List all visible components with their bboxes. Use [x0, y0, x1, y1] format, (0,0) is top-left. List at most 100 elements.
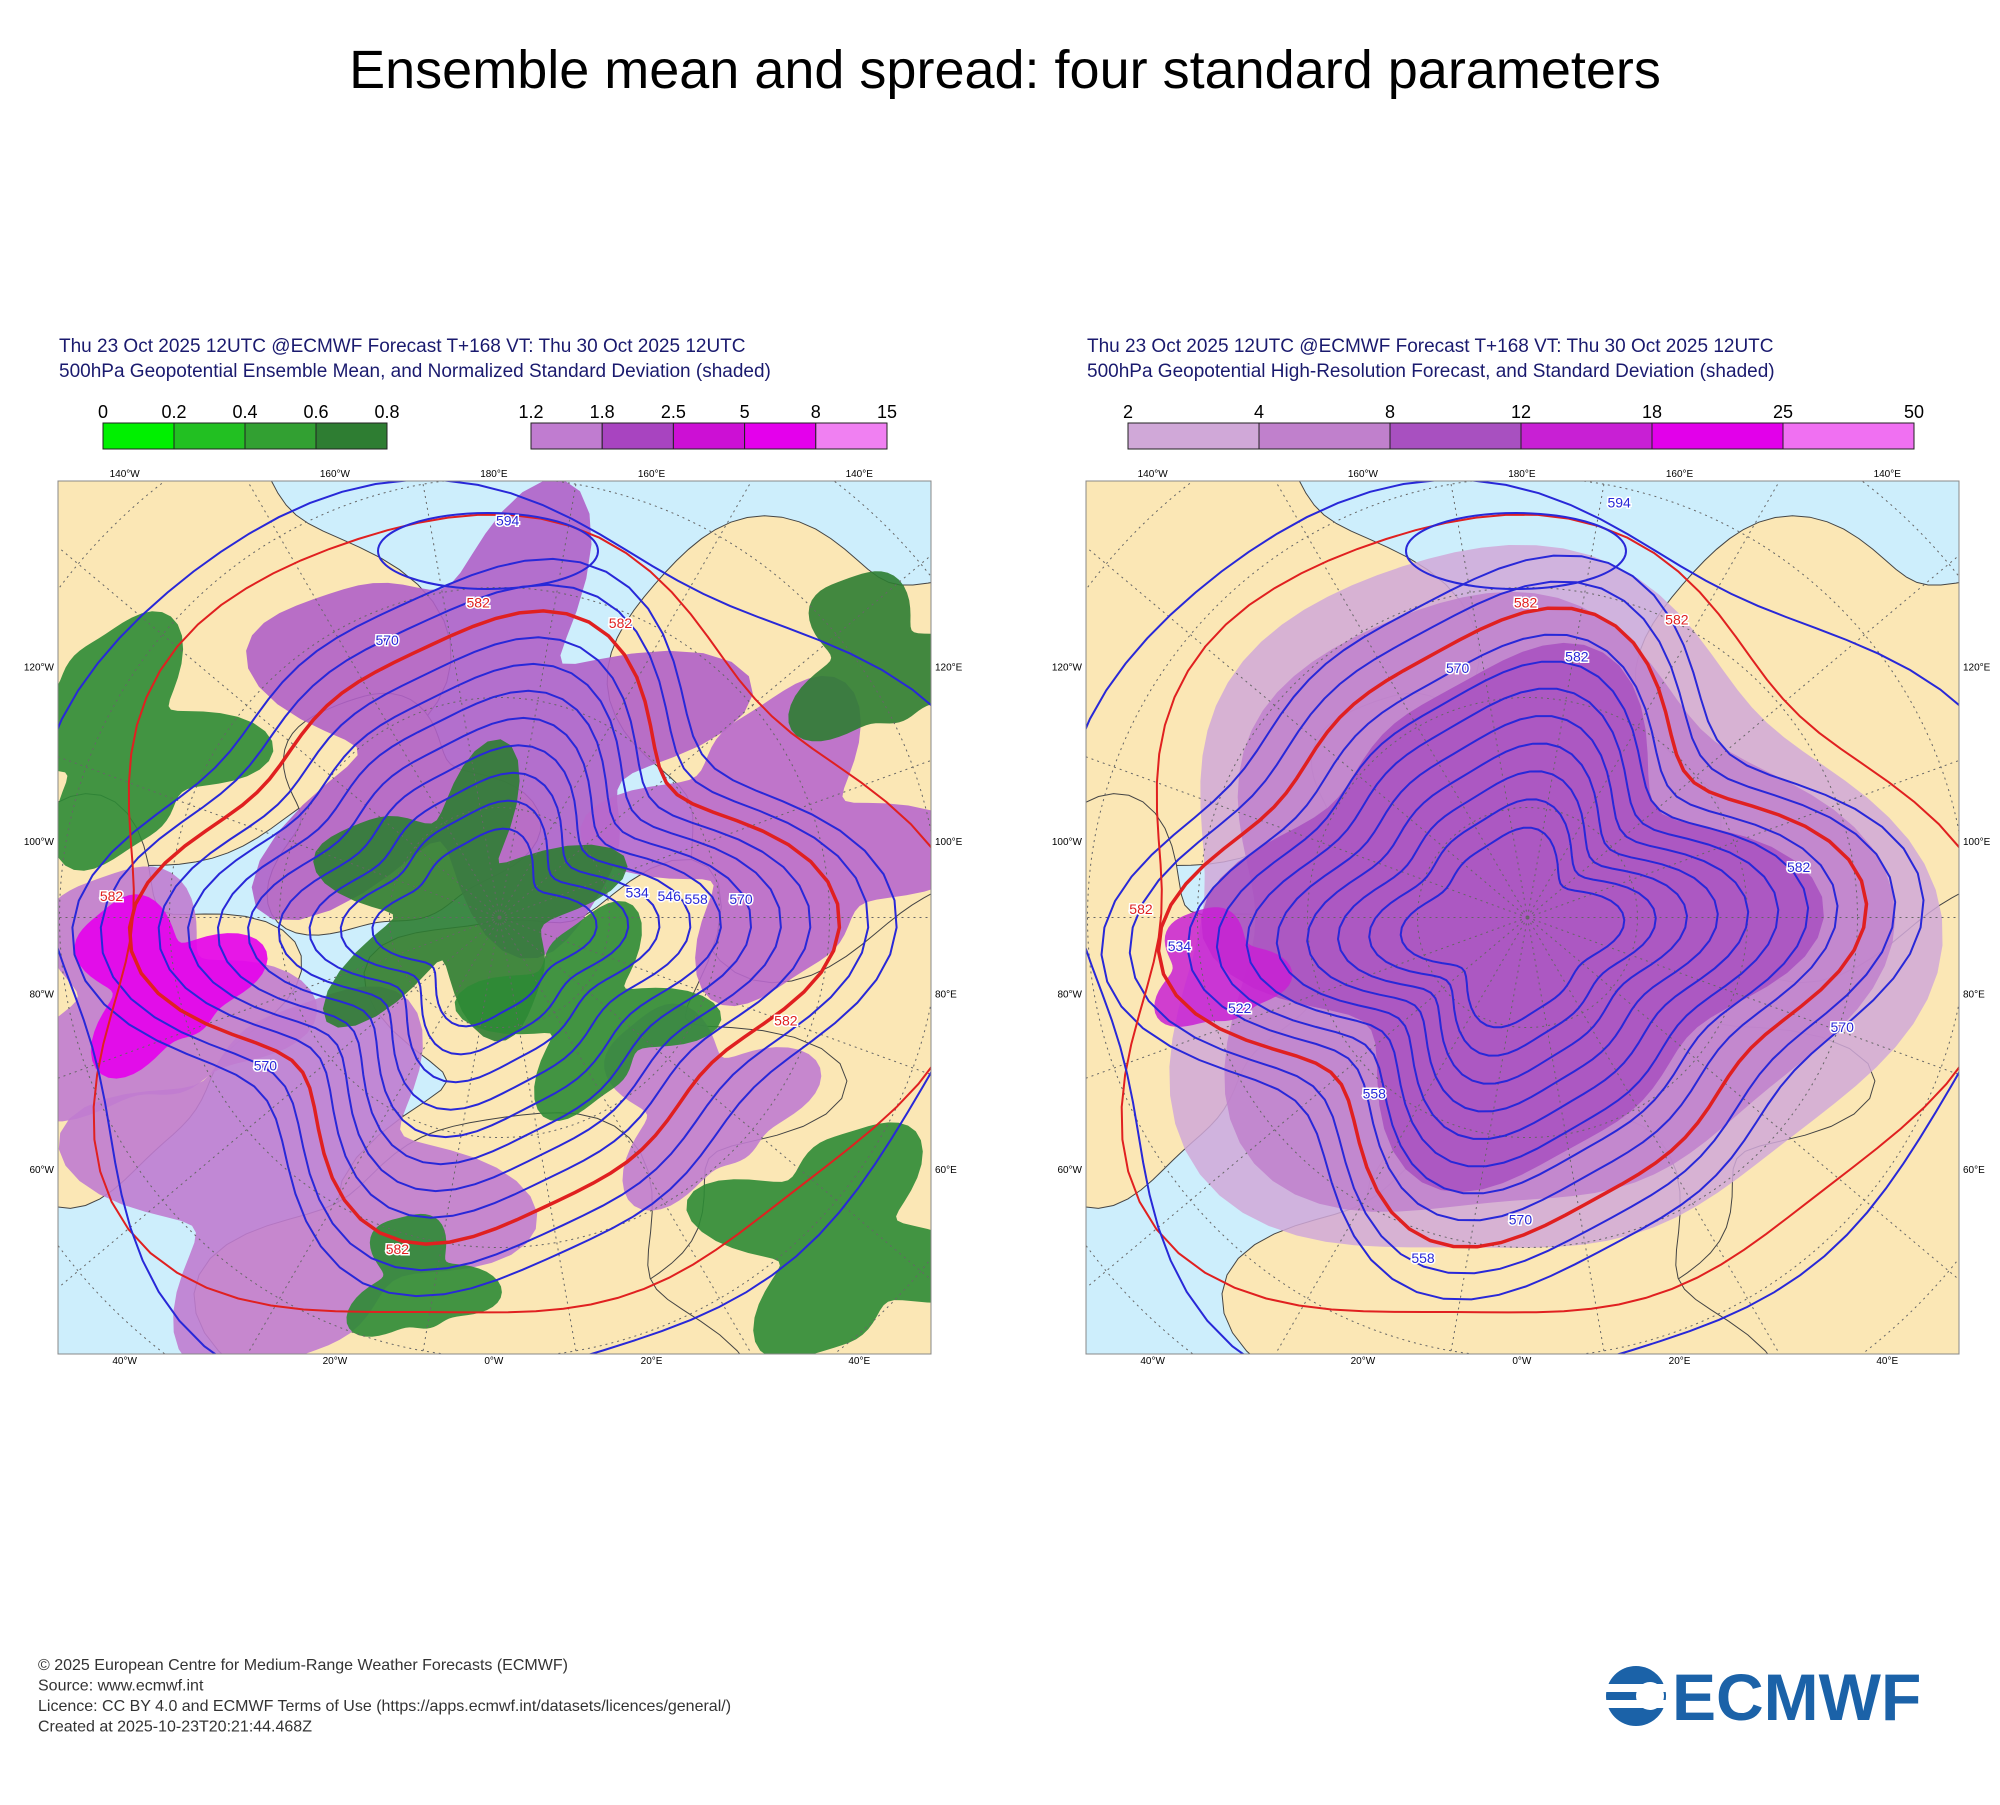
- contour-label: 570: [1446, 660, 1470, 676]
- colorbar-tick-label: 25: [1773, 402, 1793, 422]
- longitude-label: 60°E: [935, 1165, 957, 1176]
- longitude-label: 80°W: [29, 990, 54, 1001]
- contour-label: 582: [1129, 901, 1153, 917]
- logo-text: ECMWF: [1672, 1660, 1921, 1734]
- longitude-label: 40°E: [1876, 1356, 1898, 1367]
- colorbar-swatch: [1521, 423, 1652, 449]
- longitude-label: 60°W: [1057, 1165, 1082, 1176]
- contour-label: 546: [658, 888, 682, 904]
- contour-label: 582: [1565, 649, 1589, 665]
- panel-header: 500hPa Geopotential High-Resolution Fore…: [1087, 361, 1775, 382]
- longitude-label: 160°W: [320, 469, 351, 480]
- contour-label: 582: [386, 1241, 410, 1257]
- colorbar-tick-label: 18: [1642, 402, 1662, 422]
- colorbar-swatch: [531, 423, 602, 449]
- longitude-label: 80°E: [935, 990, 957, 1001]
- contour-label: 522: [1228, 1000, 1252, 1016]
- colorbar-tick-label: 4: [1254, 402, 1264, 422]
- colorbar-swatch: [745, 423, 816, 449]
- contour-label: 594: [496, 513, 520, 529]
- contour-label: 558: [1363, 1086, 1387, 1102]
- panel-header: Thu 23 Oct 2025 12UTC @ECMWF Forecast T+…: [1087, 336, 1774, 357]
- contour-label: 570: [1509, 1211, 1533, 1227]
- colorbar-tick-label: 8: [1385, 402, 1395, 422]
- contour-label: 582: [467, 595, 491, 611]
- colorbar-tick-label: 0.6: [303, 402, 328, 422]
- longitude-label: 100°E: [935, 837, 963, 848]
- colorbar-swatch: [1128, 423, 1259, 449]
- longitude-label: 80°E: [1963, 990, 1985, 1001]
- longitude-label: 120°W: [1052, 663, 1083, 674]
- colorbar-tick-label: 0.8: [374, 402, 399, 422]
- colorbar-swatch: [245, 423, 316, 449]
- contour-label: 594: [1607, 495, 1631, 511]
- longitude-label: 160°E: [1666, 469, 1694, 480]
- panel-header: 500hPa Geopotential Ensemble Mean, and N…: [59, 361, 771, 382]
- longitude-label: 40°W: [1140, 1356, 1165, 1367]
- longitude-label: 140°W: [1138, 469, 1169, 480]
- longitude-label: 20°W: [323, 1356, 348, 1367]
- longitude-label: 0°W: [484, 1356, 504, 1367]
- contour-label: 558: [684, 891, 708, 907]
- longitude-label: 180°E: [1508, 469, 1536, 480]
- longitude-label: 20°E: [641, 1356, 663, 1367]
- panel-header: Thu 23 Oct 2025 12UTC @ECMWF Forecast T+…: [59, 336, 746, 357]
- colorbar-swatch: [1783, 423, 1914, 449]
- contour-label: 582: [1665, 611, 1689, 627]
- footer-line: © 2025 European Centre for Medium-Range …: [38, 1657, 568, 1674]
- colorbar-tick-label: 0.2: [161, 402, 186, 422]
- longitude-label: 140°E: [1874, 469, 1902, 480]
- colorbar-tick-label: 15: [877, 402, 897, 422]
- contour-label: 570: [375, 632, 399, 648]
- contour-label: 582: [100, 888, 124, 904]
- colorbar-tick-label: 0: [98, 402, 108, 422]
- colorbar-tick-label: 1.8: [590, 402, 615, 422]
- longitude-label: 60°E: [1963, 1165, 1985, 1176]
- footer-line: Source: www.ecmwf.int: [38, 1678, 204, 1695]
- colorbar-tick-label: 12: [1511, 402, 1531, 422]
- colorbar-swatch: [174, 423, 245, 449]
- longitude-label: 120°W: [24, 663, 55, 674]
- longitude-label: 160°W: [1348, 469, 1379, 480]
- footer-line: Licence: CC BY 4.0 and ECMWF Terms of Us…: [38, 1698, 731, 1715]
- longitude-label: 160°E: [638, 469, 666, 480]
- longitude-label: 120°E: [1963, 663, 1991, 674]
- colorbar-swatch: [1390, 423, 1521, 449]
- colorbar-swatch: [316, 423, 387, 449]
- figure-title: Ensemble mean and spread: four standard …: [349, 40, 1661, 100]
- contour-label: 570: [1831, 1019, 1855, 1035]
- longitude-label: 180°E: [480, 469, 508, 480]
- longitude-label: 40°W: [112, 1356, 137, 1367]
- longitude-label: 80°W: [1057, 990, 1082, 1001]
- contour-label: 582: [1514, 595, 1538, 611]
- colorbar-swatch: [1652, 423, 1783, 449]
- longitude-label: 40°E: [848, 1356, 870, 1367]
- colorbar-swatch: [673, 423, 744, 449]
- colorbar-tick-label: 2.5: [661, 402, 686, 422]
- colorbar-tick-label: 50: [1904, 402, 1924, 422]
- logo-icon-hole: [1636, 1682, 1664, 1710]
- longitude-label: 20°E: [1669, 1356, 1691, 1367]
- contour-label: 534: [1168, 938, 1192, 954]
- colorbar-tick-label: 1.2: [518, 402, 543, 422]
- footer-line: Created at 2025-10-23T20:21:44.468Z: [38, 1719, 312, 1736]
- colorbar-tick-label: 8: [811, 402, 821, 422]
- contour-label: 570: [254, 1057, 278, 1073]
- colorbar-swatch: [816, 423, 887, 449]
- longitude-label: 100°E: [1963, 837, 1991, 848]
- longitude-label: 140°E: [846, 469, 874, 480]
- contour-label: 570: [729, 891, 753, 907]
- longitude-label: 120°E: [935, 663, 963, 674]
- longitude-label: 20°W: [1351, 1356, 1376, 1367]
- colorbar-swatch: [103, 423, 174, 449]
- longitude-label: 100°W: [1052, 837, 1083, 848]
- colorbar-swatch: [1259, 423, 1390, 449]
- longitude-label: 100°W: [24, 837, 55, 848]
- colorbar-tick-label: 5: [740, 402, 750, 422]
- colorbar-swatch: [602, 423, 673, 449]
- contour-label: 558: [1411, 1250, 1435, 1266]
- colorbar-tick-label: 2: [1123, 402, 1133, 422]
- longitude-label: 60°W: [29, 1165, 54, 1176]
